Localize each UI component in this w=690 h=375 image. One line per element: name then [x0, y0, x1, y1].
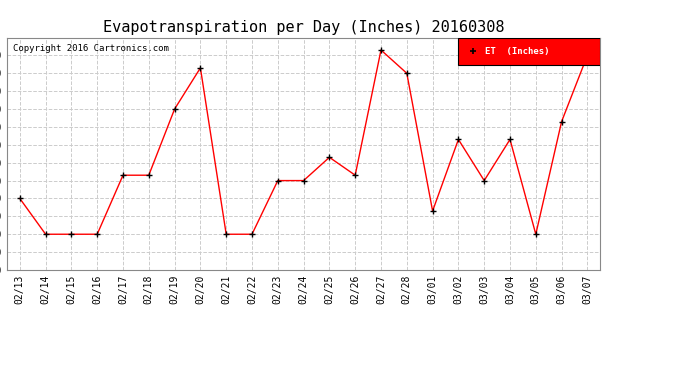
FancyBboxPatch shape [458, 38, 600, 65]
Title: Evapotranspiration per Day (Inches) 20160308: Evapotranspiration per Day (Inches) 2016… [103, 20, 504, 35]
Text: Copyright 2016 Cartronics.com: Copyright 2016 Cartronics.com [13, 45, 169, 54]
Text: ET  (Inches): ET (Inches) [484, 47, 549, 56]
